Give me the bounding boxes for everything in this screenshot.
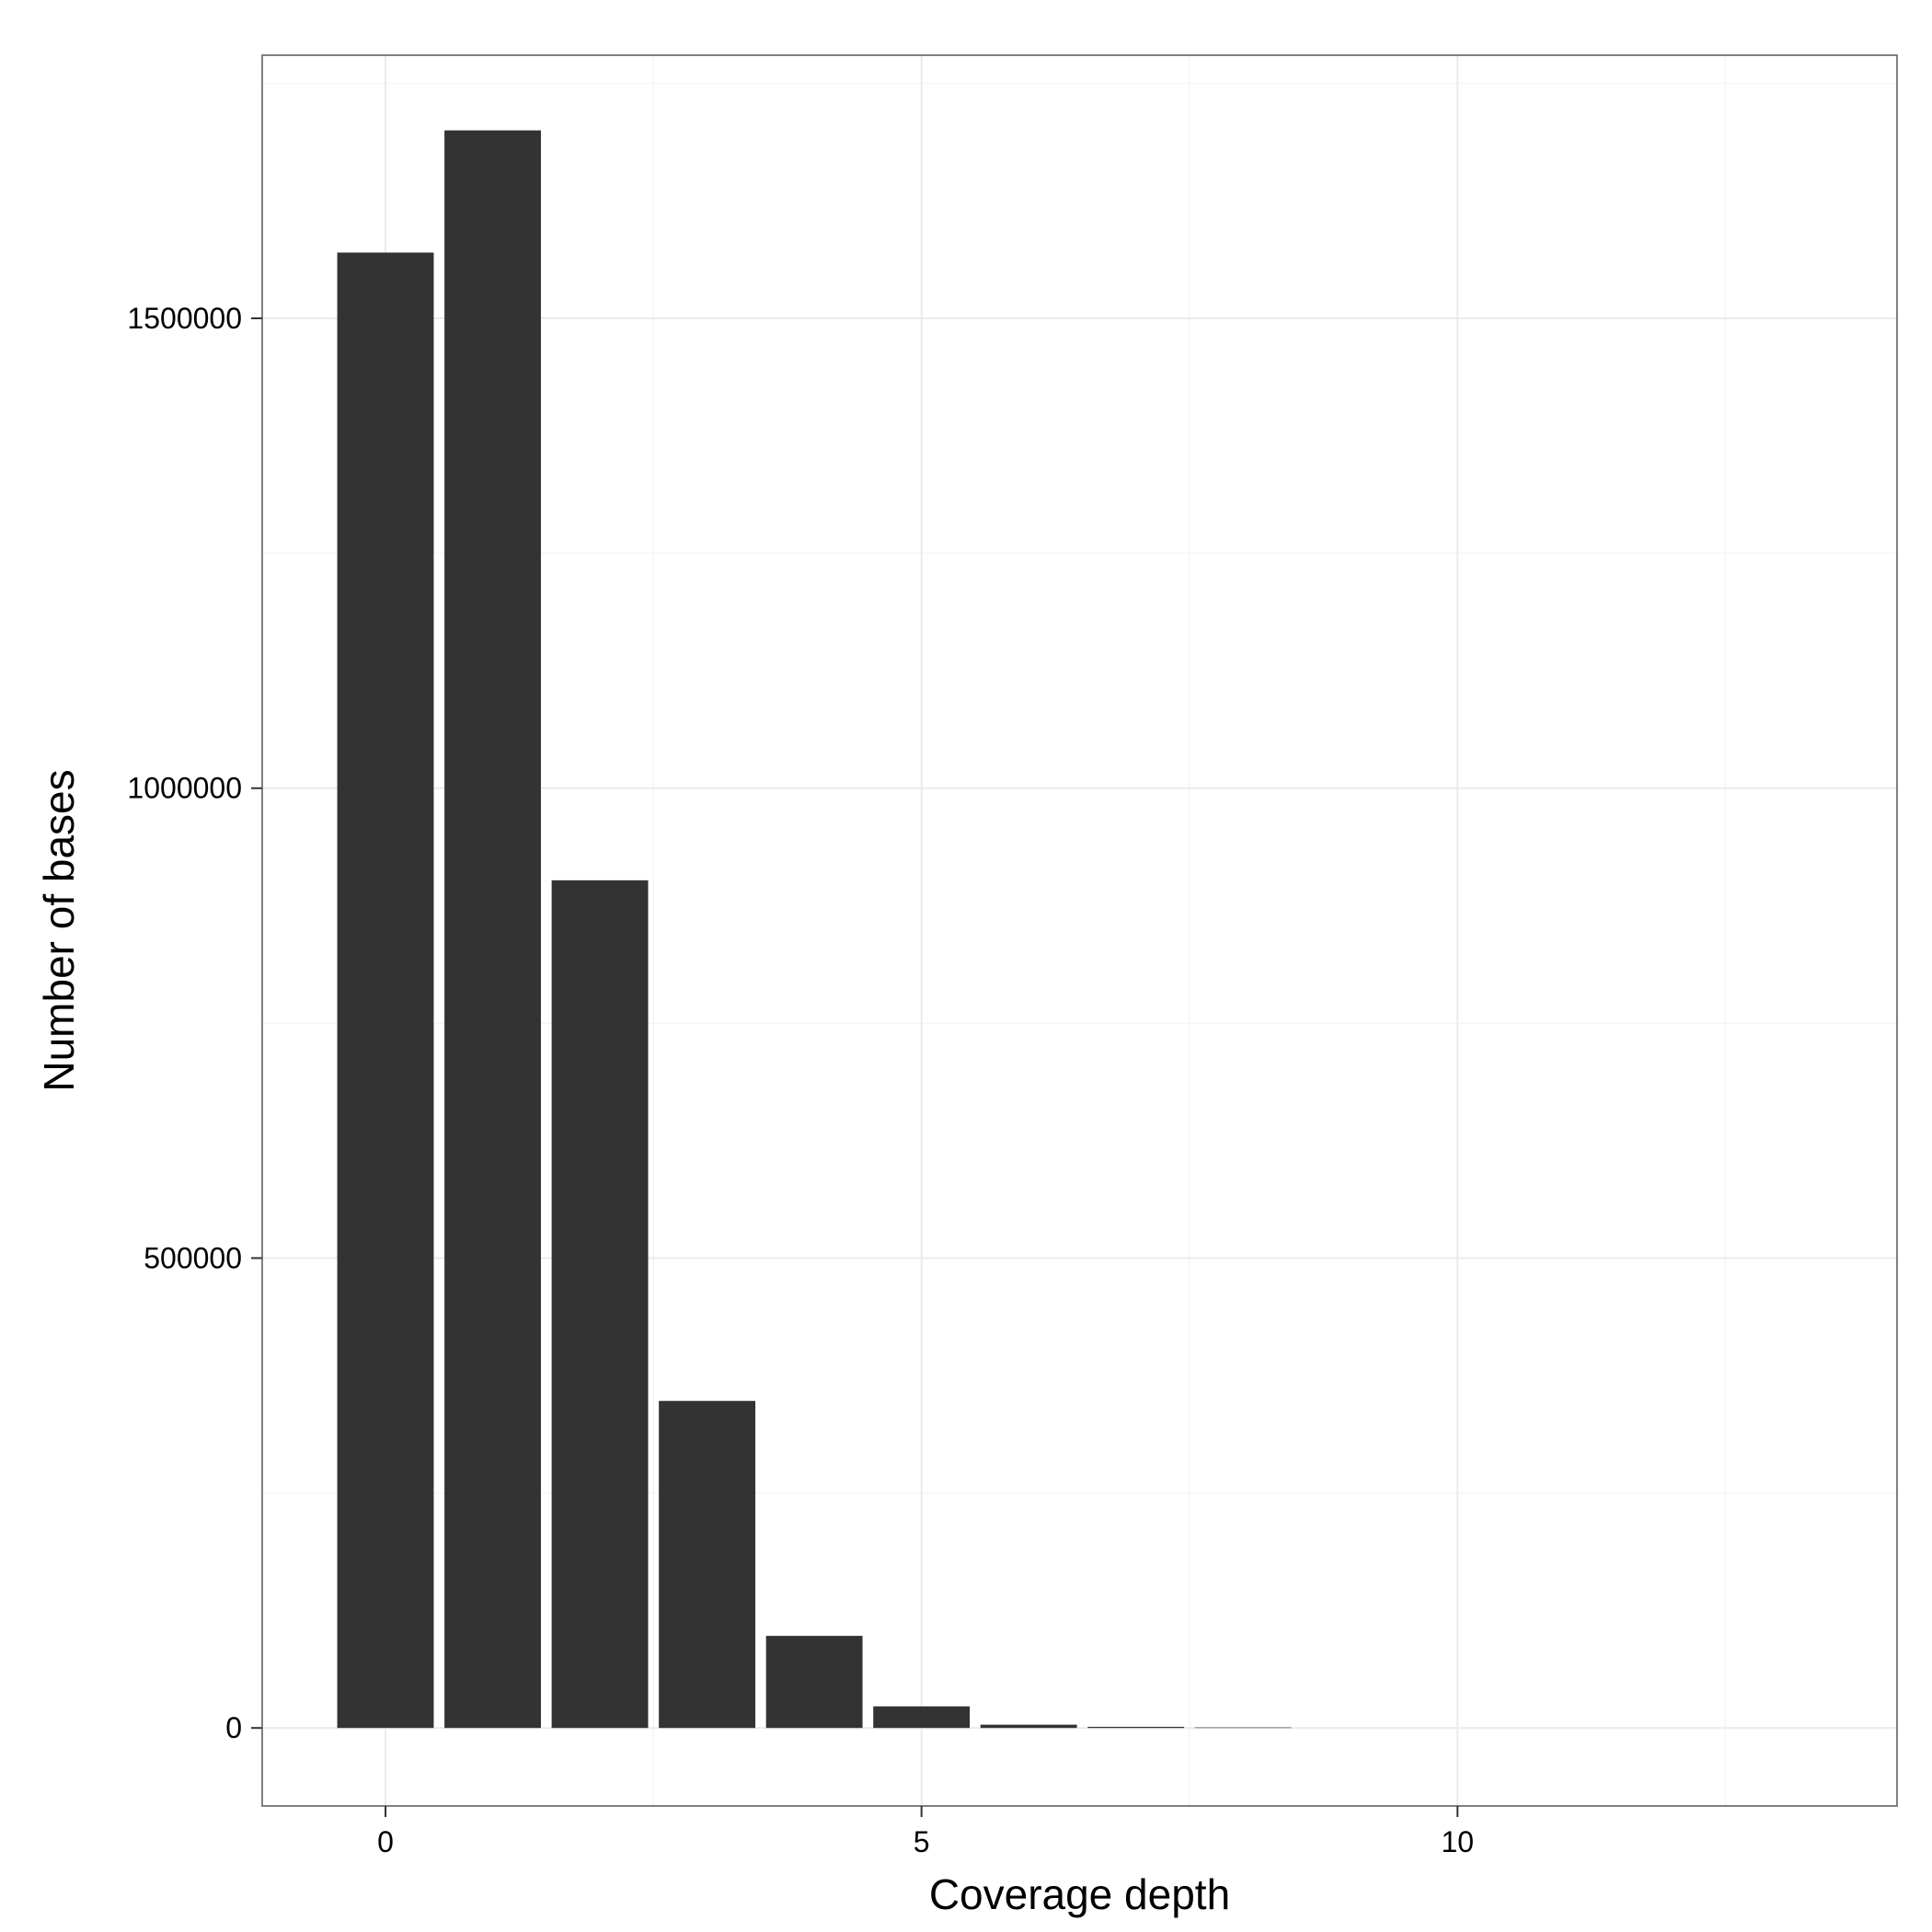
bar-depth-5 bbox=[873, 1706, 971, 1729]
x-tick-label: 5 bbox=[914, 1825, 930, 1858]
bar-depth-0 bbox=[337, 252, 434, 1729]
bar-depth-3 bbox=[659, 1400, 756, 1729]
y-tick-label: 1500000 bbox=[127, 302, 242, 335]
bar-depth-8 bbox=[1194, 1727, 1292, 1729]
y-axis-title: Number of bases bbox=[35, 769, 83, 1091]
bar-depth-7 bbox=[1087, 1726, 1185, 1729]
y-axis-ticks: 0 500000 1000000 1500000 bbox=[127, 302, 262, 1744]
x-tick-label: 10 bbox=[1441, 1825, 1474, 1858]
plot-panel-border bbox=[261, 54, 1898, 1807]
y-tick-label: 500000 bbox=[144, 1241, 242, 1274]
bars-group bbox=[337, 130, 1292, 1729]
y-tick-label: 1000000 bbox=[127, 772, 242, 805]
bar-depth-6 bbox=[980, 1724, 1077, 1729]
x-axis-title: Coverage depth bbox=[929, 1870, 1230, 1918]
bar-depth-2 bbox=[551, 880, 649, 1729]
bar-depth-1 bbox=[444, 130, 541, 1729]
bar-depth-4 bbox=[765, 1636, 863, 1729]
x-axis-ticks: 0 5 10 bbox=[377, 1806, 1474, 1858]
y-tick-label: 0 bbox=[225, 1711, 242, 1744]
x-tick-label: 0 bbox=[377, 1825, 394, 1858]
